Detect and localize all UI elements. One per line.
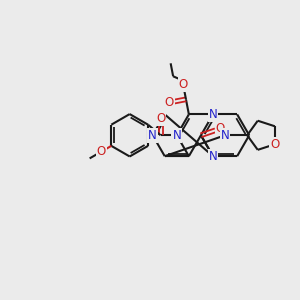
Text: O: O xyxy=(270,138,280,151)
Text: O: O xyxy=(156,112,165,125)
Text: N: N xyxy=(221,129,230,142)
Text: O: O xyxy=(178,78,188,92)
Text: O: O xyxy=(165,96,174,109)
Text: N: N xyxy=(148,129,157,142)
Text: N: N xyxy=(208,108,217,121)
Text: N: N xyxy=(208,150,217,163)
Text: O: O xyxy=(97,145,106,158)
Text: N: N xyxy=(172,129,181,142)
Text: O: O xyxy=(215,122,225,135)
